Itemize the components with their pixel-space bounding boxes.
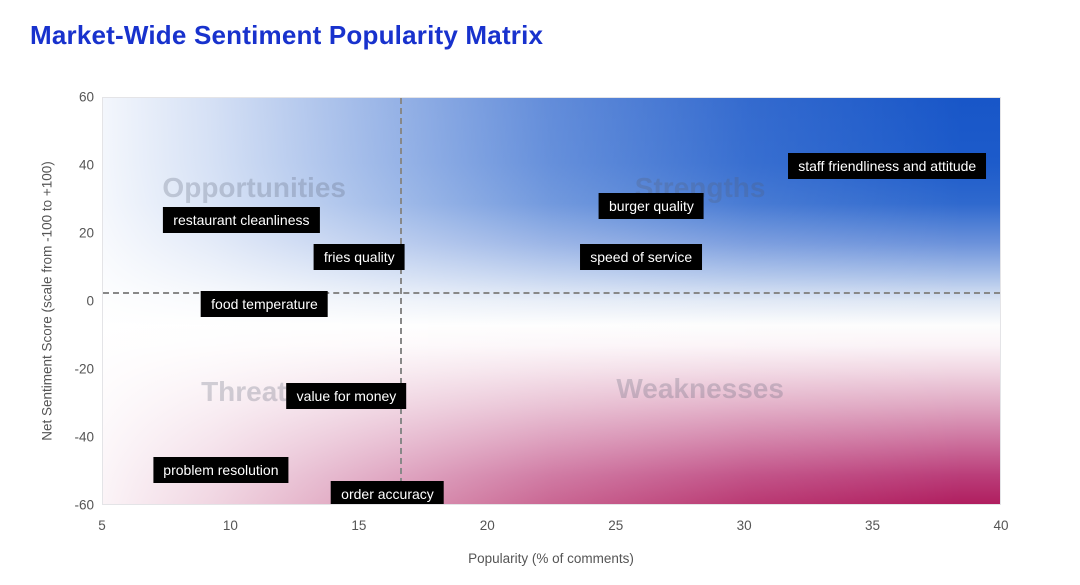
x-axis-ticks: 5 10 15 20 25 30 35 40 bbox=[98, 518, 1008, 538]
plot-area: Opportunities Strengths Threats Weaknesses … bbox=[102, 97, 1001, 505]
data-point-label[interactable]: order accuracy bbox=[331, 480, 444, 504]
data-point-label[interactable]: burger quality bbox=[599, 193, 704, 220]
data-point-label[interactable]: problem resolution bbox=[153, 457, 289, 484]
x-tick-label: 25 bbox=[608, 518, 624, 533]
data-point-label[interactable]: restaurant cleanliness bbox=[163, 206, 320, 233]
y-tick-label: 20 bbox=[78, 225, 94, 241]
y-axis-title: Net Sentiment Score (scale from -100 to … bbox=[39, 161, 55, 441]
x-tick-label: 15 bbox=[351, 518, 367, 533]
mean-sentiment-reference-line bbox=[103, 292, 1000, 295]
mean-popularity-reference-line bbox=[400, 98, 403, 504]
y-tick-label: -20 bbox=[74, 361, 94, 377]
y-tick-label: 40 bbox=[78, 157, 94, 173]
data-point-label[interactable]: fries quality bbox=[313, 244, 405, 271]
y-tick-label: -60 bbox=[74, 497, 94, 513]
x-tick-label: 35 bbox=[865, 518, 881, 533]
y-tick-label: 0 bbox=[86, 293, 94, 309]
data-point-label[interactable]: speed of service bbox=[580, 244, 703, 271]
x-tick-label: 20 bbox=[479, 518, 495, 533]
y-tick-label: -40 bbox=[74, 429, 94, 445]
x-tick-label: 40 bbox=[993, 518, 1009, 533]
x-axis-title: Popularity (% of comments) bbox=[468, 551, 634, 566]
y-axis-ticks: 60 40 20 0 -20 -40 -60 bbox=[0, 90, 94, 513]
x-tick-label: 30 bbox=[736, 518, 752, 533]
data-point-label[interactable]: staff friendliness and attitude bbox=[788, 152, 987, 179]
x-tick-label: 10 bbox=[222, 518, 238, 533]
chart-title: Market-Wide Sentiment Popularity Matrix bbox=[30, 20, 544, 50]
y-tick-label: 60 bbox=[78, 89, 94, 105]
data-point-label[interactable]: food temperature bbox=[201, 291, 328, 318]
data-point-label[interactable]: value for money bbox=[286, 382, 407, 409]
x-tick-label: 5 bbox=[98, 518, 106, 533]
